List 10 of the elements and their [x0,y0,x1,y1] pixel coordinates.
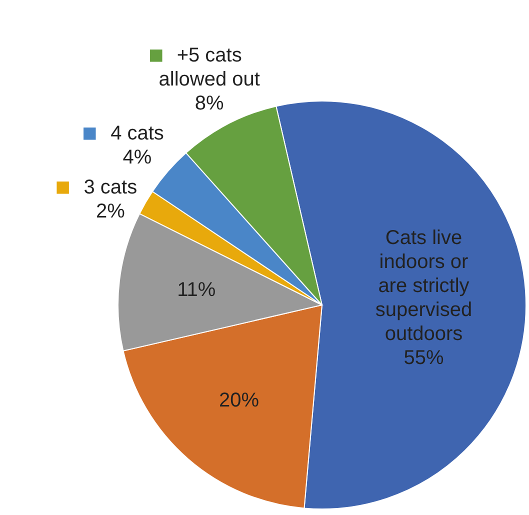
legend-label: 4 cats [110,122,164,145]
slice-label: Cats live indoors or are strictly supervised outdoors [375,226,472,345]
data-label: 8% [194,92,224,115]
data-label: 2% [96,200,126,223]
data-label: 20% [219,389,260,412]
legend-label: 3 cats [84,176,138,199]
legend-label: +5 cats allowed out [158,44,260,91]
data-label: 11% [177,279,216,302]
data-label: 55% [404,346,444,369]
data-label: 4% [122,146,152,169]
